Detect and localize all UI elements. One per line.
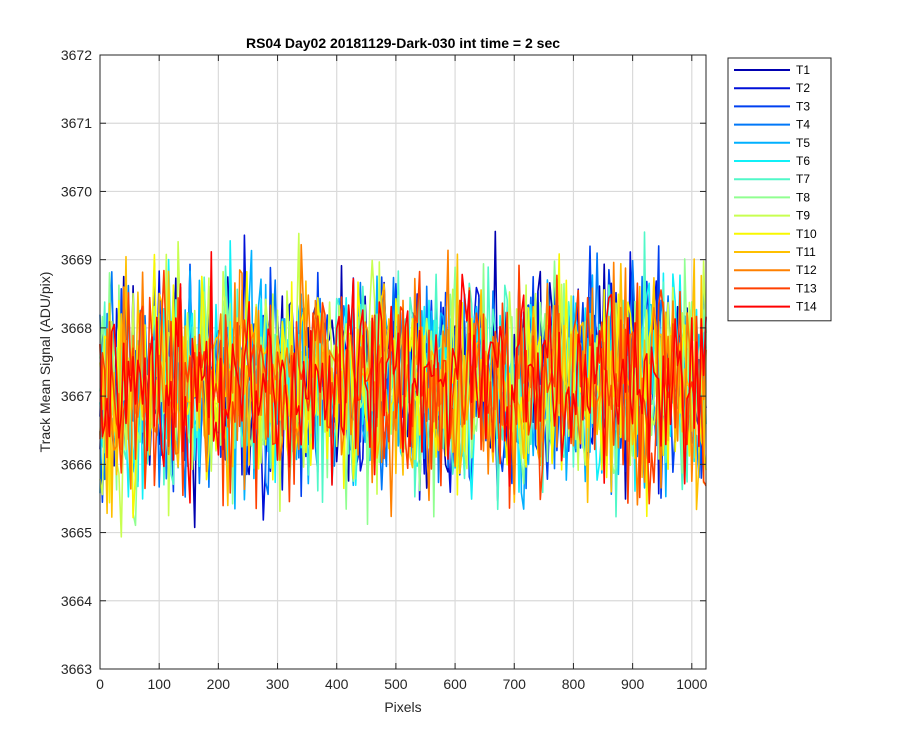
legend-box (727, 57, 832, 322)
y-tick-label: 3666 (61, 456, 92, 472)
x-tick-label: 0 (96, 676, 104, 692)
y-tick-label: 3668 (61, 320, 92, 336)
x-tick-label: 300 (266, 676, 290, 692)
legend-label-t3: T3 (796, 99, 810, 113)
legend-label-t13: T13 (796, 281, 817, 295)
x-tick-label: 800 (562, 676, 586, 692)
legend-label-t1: T1 (796, 63, 810, 77)
y-tick-label: 3671 (61, 115, 92, 131)
y-tick-label: 3667 (61, 388, 92, 404)
y-tick-label: 3663 (61, 661, 92, 677)
legend-label-t9: T9 (796, 209, 810, 223)
x-tick-label: 100 (148, 676, 172, 692)
chart-title: RS04 Day02 20181129-Dark-030 int time = … (246, 35, 560, 51)
legend: T1 T2 T3 T4 T5 T6 T7 T8 T9 T10 T11 T12 T13 T14 (727, 57, 832, 322)
legend-label-t10: T10 (796, 227, 817, 241)
legend-label-t12: T12 (796, 263, 817, 277)
y-tick-label: 3665 (61, 525, 92, 541)
legend-label-t6: T6 (796, 154, 810, 168)
y-tick-label: 3672 (61, 47, 92, 63)
x-tick-label: 500 (384, 676, 408, 692)
plot-frame (99, 54, 707, 670)
x-tick-label: 600 (443, 676, 467, 692)
x-tick-label: 900 (621, 676, 645, 692)
x-tick-label: 200 (207, 676, 231, 692)
y-tick-label: 3664 (61, 593, 92, 609)
legend-label-t2: T2 (796, 81, 810, 95)
y-axis-ticks: 3663 3664 3665 3666 3667 3668 3669 3670 3671 3672 (61, 47, 706, 677)
legend-label-t4: T4 (796, 118, 810, 132)
x-tick-label: 700 (503, 676, 527, 692)
series-layer (99, 230, 707, 538)
series-line-t14 (99, 251, 707, 504)
x-tick-label: 400 (325, 676, 349, 692)
x-axis-ticks: 0 100 200 300 400 500 600 700 800 900 1000 (96, 55, 708, 692)
legend-label-t5: T5 (796, 136, 810, 150)
y-axis-label: Track Mean Signal (ADU/pix) (37, 272, 53, 453)
legend-label-t7: T7 (796, 172, 810, 186)
legend-label-t14: T14 (796, 300, 817, 314)
legend-label-t11: T11 (796, 245, 816, 259)
legend-label-t8: T8 (796, 190, 810, 204)
x-tick-label: 1000 (676, 676, 707, 692)
series-line-t13 (99, 264, 707, 510)
y-tick-label: 3670 (61, 183, 92, 199)
y-tick-label: 3669 (61, 252, 92, 268)
x-axis-label: Pixels (384, 699, 421, 715)
